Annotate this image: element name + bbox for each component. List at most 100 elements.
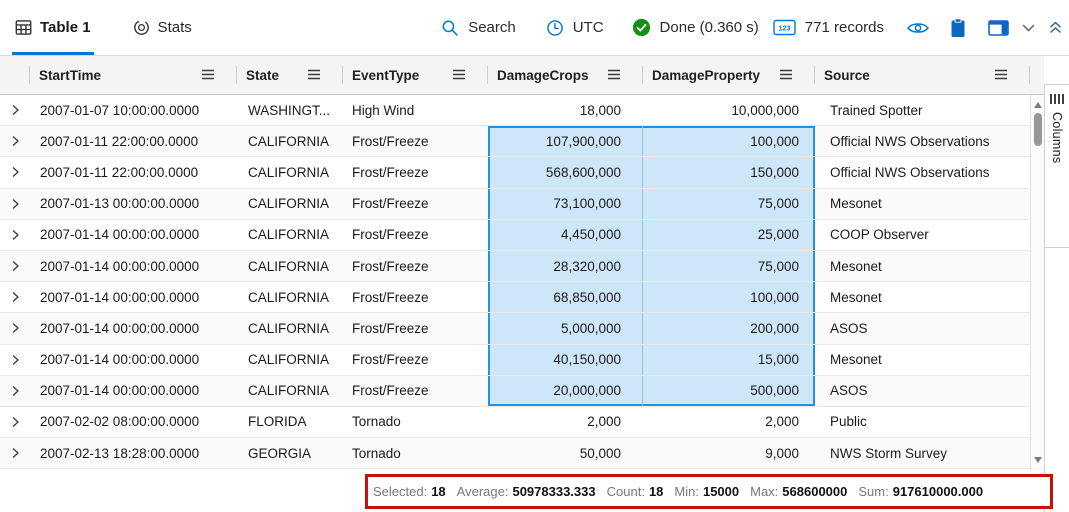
row-expander-chevron-icon[interactable] bbox=[0, 220, 30, 250]
cell-source[interactable]: ASOS bbox=[830, 383, 868, 399]
cell-damageCrops[interactable]: 20,000,000 bbox=[488, 375, 643, 406]
column-header-eventtype[interactable]: EventType bbox=[343, 56, 488, 94]
layout-options-dropdown[interactable] bbox=[1021, 22, 1036, 34]
cell-damageCrops[interactable]: 107,900,000 bbox=[488, 126, 643, 157]
row-expander-chevron-icon[interactable] bbox=[0, 157, 30, 187]
cell-startTime[interactable]: 2007-02-13 18:28:00.0000 bbox=[40, 445, 200, 461]
cell-state[interactable]: GEORGIA bbox=[248, 445, 312, 461]
column-menu-icon[interactable] bbox=[779, 69, 793, 80]
cell-state[interactable]: CALIFORNIA bbox=[248, 227, 330, 243]
cell-startTime[interactable]: 2007-01-07 10:00:00.0000 bbox=[40, 102, 200, 118]
row-expander-chevron-icon[interactable] bbox=[0, 126, 30, 156]
cell-startTime[interactable]: 2007-02-02 08:00:00.0000 bbox=[40, 414, 200, 430]
cell-startTime[interactable]: 2007-01-11 22:00:00.0000 bbox=[40, 164, 199, 180]
cell-eventType[interactable]: Frost/Freeze bbox=[352, 164, 429, 180]
cell-state[interactable]: CALIFORNIA bbox=[248, 164, 330, 180]
cell-damageCrops[interactable]: 4,450,000 bbox=[488, 219, 643, 250]
column-header-source[interactable]: Source bbox=[815, 56, 1030, 94]
scrollbar-thumb[interactable] bbox=[1033, 113, 1042, 146]
column-menu-icon[interactable] bbox=[452, 69, 466, 80]
cell-startTime[interactable]: 2007-01-14 00:00:00.0000 bbox=[40, 383, 200, 399]
cell-eventType[interactable]: Frost/Freeze bbox=[352, 320, 429, 336]
column-header-damageproperty[interactable]: DamageProperty bbox=[643, 56, 815, 94]
collapse-results-button[interactable] bbox=[1048, 20, 1063, 35]
cell-state[interactable]: WASHINGT... bbox=[248, 102, 331, 118]
cell-damageProperty[interactable]: 100,000 bbox=[643, 126, 815, 157]
column-menu-icon[interactable] bbox=[307, 69, 321, 80]
row-expander-chevron-icon[interactable] bbox=[0, 438, 30, 468]
cell-damageCrops[interactable]: 28,320,000 bbox=[488, 250, 643, 282]
cell-state[interactable]: FLORIDA bbox=[248, 414, 307, 430]
cell-startTime[interactable]: 2007-01-14 00:00:00.0000 bbox=[40, 227, 200, 243]
cell-damageCrops[interactable]: 568,600,000 bbox=[488, 157, 643, 188]
column-menu-icon[interactable] bbox=[607, 69, 621, 80]
copy-button[interactable] bbox=[950, 17, 966, 38]
cell-source[interactable]: Official NWS Observations bbox=[830, 133, 990, 149]
cell-damageCrops[interactable]: 2,000 bbox=[587, 414, 621, 430]
scrollbar-down-arrow[interactable] bbox=[1034, 457, 1042, 463]
cell-damageCrops[interactable]: 50,000 bbox=[579, 445, 621, 461]
cell-startTime[interactable]: 2007-01-14 00:00:00.0000 bbox=[40, 320, 200, 336]
cell-startTime[interactable]: 2007-01-14 00:00:00.0000 bbox=[40, 289, 200, 305]
cell-eventType[interactable]: Frost/Freeze bbox=[352, 227, 429, 243]
column-header-starttime[interactable]: StartTime bbox=[30, 56, 237, 94]
column-menu-icon[interactable] bbox=[994, 69, 1008, 80]
cell-damageCrops[interactable]: 18,000 bbox=[579, 102, 621, 118]
cell-damageCrops[interactable]: 5,000,000 bbox=[488, 313, 643, 344]
cell-eventType[interactable]: Frost/Freeze bbox=[352, 383, 429, 399]
preview-button[interactable] bbox=[906, 20, 930, 36]
cell-startTime[interactable]: 2007-01-14 00:00:00.0000 bbox=[40, 258, 200, 274]
cell-state[interactable]: CALIFORNIA bbox=[248, 383, 330, 399]
cell-startTime[interactable]: 2007-01-11 22:00:00.0000 bbox=[40, 133, 199, 149]
row-expander-chevron-icon[interactable] bbox=[0, 407, 30, 437]
cell-source[interactable]: Mesonet bbox=[830, 258, 882, 274]
cell-source[interactable]: NWS Storm Survey bbox=[830, 445, 948, 461]
cell-eventType[interactable]: Frost/Freeze bbox=[352, 258, 429, 274]
cell-source[interactable]: Mesonet bbox=[830, 196, 882, 212]
cell-damageProperty[interactable]: 200,000 bbox=[643, 313, 815, 344]
cell-state[interactable]: CALIFORNIA bbox=[248, 352, 330, 368]
cell-eventType[interactable]: Tornado bbox=[352, 414, 401, 430]
cell-eventType[interactable]: Frost/Freeze bbox=[352, 133, 429, 149]
layout-split-button[interactable] bbox=[988, 19, 1009, 36]
scrollbar-up-arrow[interactable] bbox=[1034, 102, 1042, 108]
row-expander-chevron-icon[interactable] bbox=[0, 345, 30, 375]
cell-state[interactable]: CALIFORNIA bbox=[248, 196, 330, 212]
row-expander-chevron-icon[interactable] bbox=[0, 313, 30, 343]
cell-damageProperty[interactable]: 100,000 bbox=[643, 282, 815, 313]
row-expander-chevron-icon[interactable] bbox=[0, 95, 30, 125]
cell-damageProperty[interactable]: 150,000 bbox=[643, 157, 815, 188]
timezone-button[interactable]: UTC bbox=[546, 19, 604, 37]
cell-damageProperty[interactable]: 10,000,000 bbox=[731, 102, 799, 118]
column-header-damagecrops[interactable]: DamageCrops bbox=[488, 56, 643, 94]
row-expander-chevron-icon[interactable] bbox=[0, 251, 30, 281]
cell-damageCrops[interactable]: 73,100,000 bbox=[488, 188, 643, 219]
cell-source[interactable]: Public bbox=[830, 414, 867, 430]
cell-source[interactable]: Mesonet bbox=[830, 289, 882, 305]
cell-state[interactable]: CALIFORNIA bbox=[248, 258, 330, 274]
cell-eventType[interactable]: Tornado bbox=[352, 445, 401, 461]
cell-source[interactable]: Trained Spotter bbox=[830, 102, 923, 118]
cell-eventType[interactable]: High Wind bbox=[352, 102, 415, 118]
cell-source[interactable]: ASOS bbox=[830, 320, 868, 336]
cell-eventType[interactable]: Frost/Freeze bbox=[352, 352, 429, 368]
cell-source[interactable]: COOP Observer bbox=[830, 227, 929, 243]
cell-source[interactable]: Mesonet bbox=[830, 352, 882, 368]
columns-panel-tab[interactable]: Columns bbox=[1045, 84, 1069, 248]
column-header-state[interactable]: State bbox=[237, 56, 343, 94]
cell-damageProperty[interactable]: 75,000 bbox=[643, 188, 815, 219]
cell-damageProperty[interactable]: 25,000 bbox=[643, 219, 815, 250]
cell-damageProperty[interactable]: 9,000 bbox=[765, 445, 799, 461]
cell-damageProperty[interactable]: 15,000 bbox=[643, 344, 815, 375]
cell-damageProperty[interactable]: 500,000 bbox=[643, 375, 815, 406]
row-expander-chevron-icon[interactable] bbox=[0, 189, 30, 219]
cell-startTime[interactable]: 2007-01-13 00:00:00.0000 bbox=[40, 196, 200, 212]
cell-state[interactable]: CALIFORNIA bbox=[248, 320, 330, 336]
cell-source[interactable]: Official NWS Observations bbox=[830, 164, 990, 180]
cell-damageCrops[interactable]: 40,150,000 bbox=[488, 344, 643, 375]
cell-state[interactable]: CALIFORNIA bbox=[248, 133, 330, 149]
tab-stats[interactable]: Stats bbox=[130, 0, 195, 55]
row-expander-chevron-icon[interactable] bbox=[0, 282, 30, 312]
vertical-scrollbar[interactable] bbox=[1030, 95, 1044, 470]
cell-state[interactable]: CALIFORNIA bbox=[248, 289, 330, 305]
